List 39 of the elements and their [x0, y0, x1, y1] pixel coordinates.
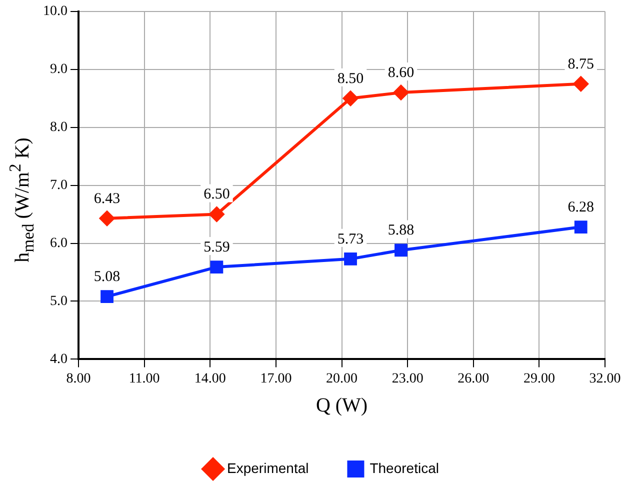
y-tick-label: 9.0: [50, 62, 68, 78]
point: [574, 220, 588, 234]
x-tick-label: 26.00: [458, 371, 490, 386]
y-tick-label: 8.0: [50, 120, 68, 136]
x-tick-label: 20.00: [326, 371, 358, 386]
data-label: 8.60: [388, 64, 414, 81]
data-label: 8.50: [337, 70, 364, 87]
data-label: 6.50: [204, 186, 230, 203]
point: [573, 76, 588, 92]
data-label: 5.59: [204, 239, 230, 256]
point: [343, 90, 358, 106]
point: [394, 244, 408, 257]
point: [100, 290, 114, 304]
point: [209, 206, 224, 222]
x-tick-label: 32.00: [589, 371, 621, 386]
point: [100, 210, 115, 226]
y-tick-label: 6.0: [50, 236, 68, 251]
x-tick-label: 23.00: [392, 371, 424, 386]
data-label: 5.73: [337, 231, 364, 248]
x-axis-title: Q (W): [316, 394, 368, 416]
legend-label: Experimental: [227, 460, 309, 476]
y-tick-label: 4.0: [50, 352, 68, 367]
data-label: 5.08: [94, 269, 120, 286]
data-label: 8.75: [568, 56, 594, 72]
x-tick-label: 17.00: [260, 371, 292, 386]
data-label: 5.88: [388, 222, 414, 239]
y-tick-label: 5.0: [50, 294, 68, 309]
x-tick-label: 29.00: [523, 371, 555, 386]
y-tick-label: 10.0: [43, 4, 68, 20]
x-tick-label: 8.00: [66, 371, 91, 386]
x-tick-label: 14.00: [194, 371, 226, 386]
y-tick-label: 7.0: [50, 178, 68, 193]
data-label: 6.28: [568, 199, 594, 216]
point: [344, 252, 357, 266]
x-tick-label: 11.00: [128, 371, 160, 386]
point: [210, 260, 224, 274]
data-label: 6.43: [94, 190, 120, 207]
legend-label: Theoretical: [370, 460, 439, 476]
point: [393, 85, 408, 100]
